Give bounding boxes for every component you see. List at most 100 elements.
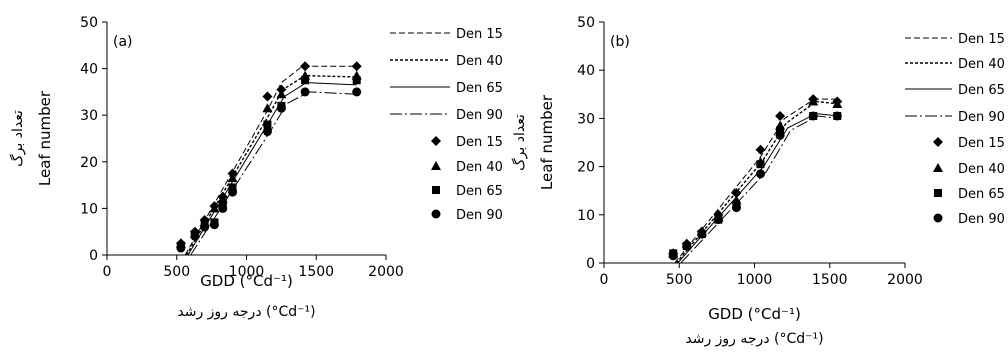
data-point-den-40: [209, 203, 220, 213]
legend-marker-sample: [432, 186, 440, 194]
chart-panel: 0 500 1000 1500 2000 0 10 20 30 40 50 (a) Leaf numbe…: [8, 15, 503, 320]
y-tick-label: 0: [89, 248, 98, 264]
legend-line-label: Den 90: [958, 110, 1005, 125]
data-point-den-15: [262, 91, 273, 102]
data-point-den-90: [262, 127, 272, 137]
y-axis-title-fa: تعداد برگ: [8, 110, 26, 167]
fit-line-den-15: [184, 65, 357, 256]
legend-marker-label: Den 40: [958, 162, 1005, 177]
legend-marker-label: Den 15: [958, 136, 1005, 151]
y-tick-label: 50: [80, 15, 98, 31]
data-point-den-65: [756, 160, 765, 169]
data-point-den-40: [276, 89, 287, 99]
legend-line-label: Den 15: [958, 32, 1005, 47]
legend-marker-label: Den 65: [456, 184, 503, 199]
legend-marker-sample: [933, 137, 943, 147]
data-point-den-90: [218, 203, 228, 213]
x-tick-label: 500: [163, 264, 190, 280]
x-axis-title: GDD (°Cd⁻¹): [708, 305, 801, 323]
data-point-den-40: [227, 173, 238, 183]
x-tick-label: 2000: [887, 272, 923, 288]
y-tick-label: 20: [80, 155, 98, 171]
data-point-den-90: [228, 187, 238, 197]
legend-marker-sample: [933, 213, 943, 223]
legend-line-label: Den 65: [958, 83, 1005, 98]
legend-marker-label: Den 15: [456, 135, 503, 150]
legend-marker-label: Den 40: [456, 160, 503, 175]
y-tick-label: 30: [577, 111, 595, 127]
legend-marker-sample: [431, 209, 441, 219]
legend-line-label: Den 40: [958, 57, 1005, 72]
fit-line-den-65: [187, 82, 357, 256]
data-point-den-90: [300, 87, 310, 97]
x-tick-label: 0: [600, 272, 609, 288]
data-point-den-15: [300, 61, 311, 72]
legend-marker-label: Den 90: [958, 212, 1005, 227]
data-point-den-65: [228, 183, 237, 192]
data-point-den-90: [668, 251, 678, 261]
legend-line-label: Den 15: [456, 27, 503, 42]
y-tick-label: 40: [80, 62, 98, 78]
y-tick-label: 50: [577, 15, 595, 31]
y-axis-title: Leaf number: [538, 94, 556, 190]
data-point-den-90: [756, 169, 766, 179]
data-point-den-90: [682, 241, 692, 251]
x-tick-label: 500: [666, 272, 693, 288]
legend-line-label: Den 40: [456, 54, 503, 69]
legend-marker-sample: [933, 163, 943, 172]
x-tick-label: 2000: [368, 264, 404, 280]
data-point-den-90: [775, 130, 785, 140]
fit-line-den-90: [190, 91, 357, 256]
data-point-den-65: [263, 120, 272, 129]
data-point-den-90: [200, 222, 210, 232]
data-point-den-15: [731, 188, 742, 199]
legend-marker-sample: [431, 161, 441, 170]
y-tick-label: 40: [577, 63, 595, 79]
x-tick-label: 1000: [737, 272, 773, 288]
y-tick-label: 10: [80, 201, 98, 217]
data-point-den-90: [209, 220, 219, 230]
legend-marker-label: Den 90: [456, 208, 503, 223]
x-tick-label: 1500: [298, 264, 334, 280]
data-point-den-40: [262, 103, 273, 113]
legend-line-label: Den 90: [456, 108, 503, 123]
data-point-den-65: [352, 76, 361, 85]
data-point-den-90: [808, 111, 818, 121]
data-point-den-15: [351, 61, 362, 72]
x-axis-title-fa: درجه روز رشد (°Cd⁻¹): [177, 304, 315, 320]
data-point-den-90: [832, 111, 842, 121]
panel-label: (b): [610, 34, 630, 50]
y-axis-title: Leaf number: [36, 90, 54, 186]
data-point-den-65: [218, 199, 227, 208]
data-point-den-90: [731, 203, 741, 213]
y-tick-label: 10: [577, 208, 595, 224]
data-point-den-90: [276, 103, 286, 113]
y-tick-label: 20: [577, 160, 595, 176]
chart-panel: 0 500 1000 1500 2000 0 10 20 30 40 50 (b) Leaf numbe…: [510, 15, 1005, 347]
legend-marker-sample: [934, 189, 942, 197]
data-point-den-40: [832, 98, 843, 108]
x-axis-title: GDD (°Cd⁻¹): [200, 272, 293, 290]
data-point-den-90: [697, 229, 707, 239]
legend-marker-label: Den 65: [958, 187, 1005, 202]
panel-label: (a): [113, 34, 133, 50]
data-point-den-15: [775, 110, 786, 121]
y-tick-label: 30: [80, 108, 98, 124]
x-tick-label: 1500: [812, 272, 848, 288]
data-point-den-90: [352, 87, 362, 97]
x-axis-title-fa: درجه روز رشد (°Cd⁻¹): [685, 331, 823, 347]
legend-marker-sample: [431, 136, 441, 146]
data-point-den-90: [713, 215, 723, 225]
fit-line-den-90: [680, 115, 839, 264]
x-tick-label: 1000: [229, 264, 265, 280]
x-tick-label: 0: [103, 264, 112, 280]
data-point-den-90: [176, 243, 186, 253]
data-point-den-90: [190, 231, 200, 241]
data-point-den-65: [776, 126, 785, 135]
data-point-den-65: [301, 76, 310, 85]
y-tick-label: 0: [586, 256, 595, 272]
legend-line-label: Den 65: [456, 81, 503, 96]
data-point-den-15: [755, 144, 766, 155]
fit-line-den-15: [674, 98, 839, 264]
